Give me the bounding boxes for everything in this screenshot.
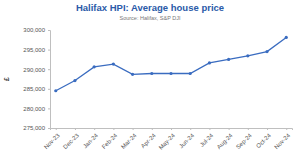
x-tick: May-24 (158, 128, 177, 151)
marker (131, 73, 134, 76)
x-tick-mark (113, 128, 114, 130)
x-tick-label: Dec-23 (62, 132, 80, 150)
y-tick: 290,000 (23, 67, 50, 73)
x-tick-label: May-24 (158, 132, 177, 151)
y-tick-label: 280,000 (23, 106, 45, 112)
x-tick: Oct-24 (255, 128, 272, 149)
marker (93, 65, 96, 68)
y-tick-mark (48, 69, 50, 70)
x-tick-mark (267, 128, 268, 130)
x-axis-line (51, 129, 293, 131)
y-axis: 275,000 280,000 285,000 290,000 295,000 300,0… (23, 27, 50, 131)
marker (169, 72, 172, 75)
x-tick-label: Jan-24 (82, 132, 100, 150)
y-tick-mark (48, 108, 50, 109)
y-tick: 285,000 (23, 86, 50, 92)
x-tick-mark (229, 128, 230, 130)
chart: Halifax HPI: Average house price Source: … (0, 0, 300, 168)
y-axis-line (48, 31, 51, 129)
y-tick-label: 295,000 (23, 47, 45, 53)
x-tick-label: Apr-24 (140, 132, 157, 149)
x-tick-mark (75, 128, 76, 130)
marker (54, 89, 57, 92)
y-tick-mark (48, 30, 50, 31)
y-tick-label: 300,000 (23, 27, 45, 33)
x-tick-mark (248, 128, 249, 130)
x-tick: Aug-24 (216, 128, 234, 150)
plot: 275,000 280,000 285,000 290,000 295,000 300,0… (23, 27, 292, 150)
y-tick-label: 285,000 (23, 86, 45, 92)
x-tick: Apr-24 (140, 128, 157, 149)
x-tick: Sep-24 (235, 128, 253, 150)
marker (265, 50, 268, 53)
y-tick-label: 290,000 (23, 67, 45, 73)
x-tick-mark (190, 128, 191, 130)
marker (208, 61, 211, 64)
x-tick: Jun-24 (178, 128, 196, 149)
x-tick-mark (56, 128, 57, 130)
x-tick-mark (171, 128, 172, 130)
x-tick-label: Aug-24 (216, 132, 234, 150)
marker (112, 63, 115, 66)
marks (54, 36, 288, 93)
x-axis: Nov-23Dec-23Jan-24Feb-24Mar-24Apr-24May-… (43, 128, 293, 151)
x-tick-label: Nov-23 (43, 132, 61, 150)
marker (150, 72, 153, 75)
x-tick-mark (152, 128, 153, 130)
x-tick-mark (133, 128, 134, 130)
x-tick-label: Jun-24 (178, 132, 196, 150)
x-tick: Mar-24 (120, 128, 138, 150)
y-tick: 280,000 (23, 106, 50, 112)
x-tick-label: Feb-24 (101, 132, 119, 150)
y-tick: 275,000 (23, 125, 50, 131)
marker (227, 58, 230, 61)
marker (285, 36, 288, 39)
y-tick: 300,000 (23, 27, 50, 33)
y-tick-label: 275,000 (23, 125, 45, 131)
y-axis-title: £ (3, 77, 10, 81)
x-tick: Nov-24 (273, 128, 291, 150)
x-tick: Dec-23 (62, 128, 80, 150)
x-tick-label: Oct-24 (255, 132, 272, 149)
x-tick: Jan-24 (82, 128, 100, 149)
x-tick-label: Jul-24 (199, 132, 215, 148)
x-tick: Jul-24 (199, 128, 215, 148)
x-tick-label: Mar-24 (120, 132, 138, 150)
y-tick-mark (48, 128, 50, 129)
x-tick: Nov-23 (43, 128, 61, 150)
y-tick-mark (48, 50, 50, 51)
line (56, 37, 286, 90)
x-tick: Feb-24 (101, 128, 119, 150)
y-tick-mark (48, 89, 50, 90)
title: Halifax HPI: Average house price (76, 2, 224, 13)
x-tick-label: Sep-24 (235, 132, 253, 150)
marker (73, 79, 76, 82)
marker (246, 54, 249, 57)
y-tick: 295,000 (23, 47, 50, 53)
x-tick-label: Nov-24 (273, 132, 291, 150)
marker (189, 72, 192, 75)
x-tick-mark (94, 128, 95, 130)
x-tick-mark (209, 128, 210, 130)
subtitle: Source: Halifax, S&P DJI (119, 15, 181, 21)
x-tick-mark (286, 128, 287, 130)
